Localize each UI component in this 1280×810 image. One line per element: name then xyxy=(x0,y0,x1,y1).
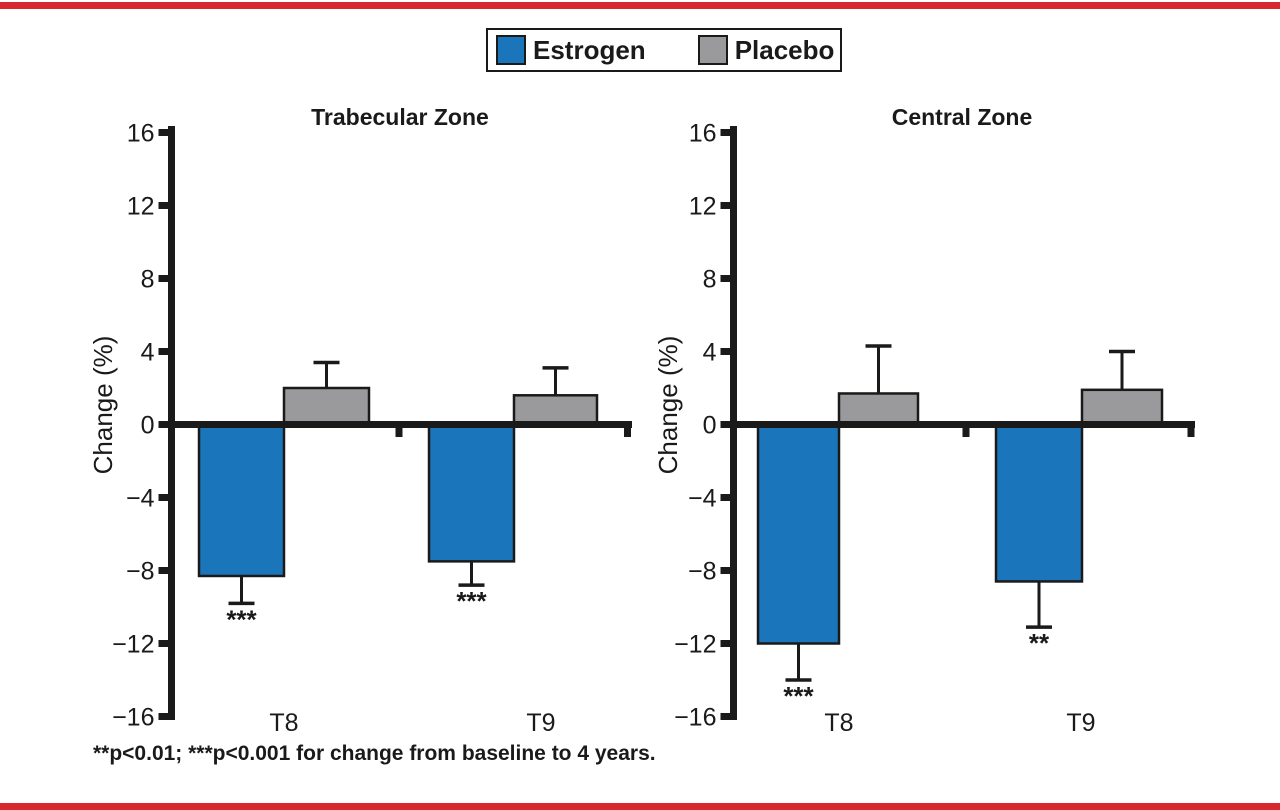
x-category-label-t9-central-zone: T9 xyxy=(1066,709,1095,737)
x-axis-tick-central-zone xyxy=(1187,428,1195,437)
y-tick-label-trabecular-zone: −12 xyxy=(112,631,154,659)
x-axis-line-central-zone xyxy=(730,421,1195,428)
y-tick-label-trabecular-zone: 4 xyxy=(141,339,155,367)
legend-item-placebo: Placebo xyxy=(697,34,835,66)
x-axis-tick-trabecular-zone xyxy=(395,428,403,437)
bar-placebo-t8-central-zone xyxy=(837,392,920,426)
y-tick-label-trabecular-zone: 12 xyxy=(127,193,155,221)
y-tick-label-central-zone: −12 xyxy=(674,631,716,659)
y-tick-label-central-zone: 16 xyxy=(689,120,717,148)
y-tick-label-trabecular-zone: 16 xyxy=(127,120,155,148)
x-axis-tick-central-zone xyxy=(962,428,970,437)
y-axis-spine-central-zone xyxy=(730,126,737,720)
significance-t9-central-zone: ** xyxy=(1029,628,1050,658)
significance-footnote: **p<0.01; ***p<0.001 for change from bas… xyxy=(93,742,656,765)
bar-placebo-t8-trabecular-zone xyxy=(282,386,371,426)
y-tick-label-central-zone: −16 xyxy=(674,704,716,732)
y-axis-spine-trabecular-zone xyxy=(168,126,175,720)
bar-placebo-t9-trabecular-zone xyxy=(512,394,599,426)
y-tick-label-central-zone: 0 xyxy=(703,412,717,440)
placebo-swatch xyxy=(697,35,728,65)
y-axis-label-central-zone: Change (%) xyxy=(653,336,683,475)
x-category-label-t9-trabecular-zone: T9 xyxy=(526,709,555,737)
y-tick-label-trabecular-zone: −16 xyxy=(112,704,154,732)
y-tick-label-central-zone: −8 xyxy=(688,558,717,586)
y-tick-label-trabecular-zone: −4 xyxy=(126,485,155,513)
chart-title-central-zone: Central Zone xyxy=(892,104,1033,130)
legend-label-placebo: Placebo xyxy=(734,34,835,65)
legend: Estrogen Placebo xyxy=(486,28,842,72)
estrogen-swatch xyxy=(496,35,526,65)
y-tick-label-central-zone: 12 xyxy=(689,193,717,221)
bar-placebo-t9-central-zone xyxy=(1080,388,1164,426)
y-axis-label-trabecular-zone: Change (%) xyxy=(88,336,118,475)
x-category-label-t8-trabecular-zone: T8 xyxy=(269,709,298,737)
y-tick-label-trabecular-zone: −8 xyxy=(126,558,155,586)
legend-item-estrogen: Estrogen xyxy=(496,35,646,66)
chart-title-trabecular-zone: Trabecular Zone xyxy=(311,104,489,130)
bar-estrogen-t9-central-zone xyxy=(994,423,1084,583)
legend-label-estrogen: Estrogen xyxy=(533,34,646,65)
bottom-border-rule xyxy=(0,803,1280,810)
bar-estrogen-t8-trabecular-zone xyxy=(197,423,286,578)
significance-t9-trabecular-zone: *** xyxy=(456,586,487,616)
bar-estrogen-t8-central-zone xyxy=(756,423,841,645)
x-axis-tick-trabecular-zone xyxy=(624,428,631,437)
x-axis-line-trabecular-zone xyxy=(168,421,632,428)
y-tick-label-central-zone: −4 xyxy=(688,485,717,513)
y-tick-label-trabecular-zone: 0 xyxy=(141,412,155,440)
y-tick-label-central-zone: 4 xyxy=(703,339,717,367)
top-border-rule xyxy=(0,2,1280,9)
bar-estrogen-t9-trabecular-zone xyxy=(427,423,516,563)
x-category-label-t8-central-zone: T8 xyxy=(824,709,853,737)
y-tick-label-central-zone: 8 xyxy=(703,266,717,294)
significance-t8-trabecular-zone: *** xyxy=(226,604,257,634)
y-tick-label-trabecular-zone: 8 xyxy=(141,266,155,294)
significance-t8-central-zone: *** xyxy=(783,681,814,711)
